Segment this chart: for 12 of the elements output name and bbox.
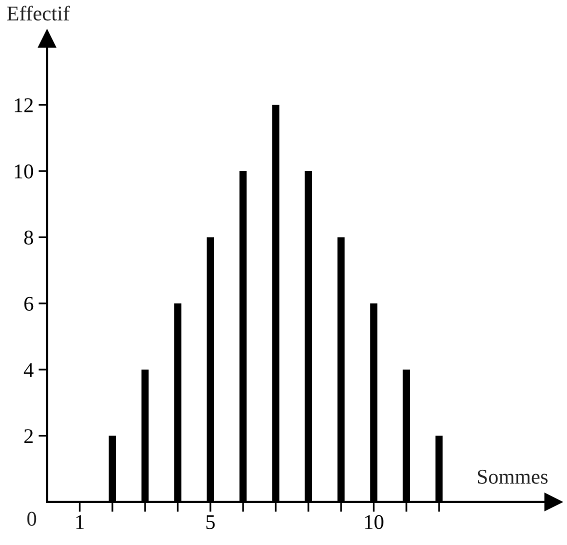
y-tick-label: 4 <box>24 363 34 377</box>
x-tick-label: 10 <box>365 515 384 530</box>
y-axis-title: Effectif <box>7 6 70 21</box>
y-tick-label: 6 <box>24 296 34 311</box>
y-tick-label: 10 <box>14 164 34 178</box>
x-axis-title: Sommes <box>478 470 548 484</box>
y-tick-label: 2 <box>24 429 33 443</box>
text: 0 <box>27 512 36 526</box>
x-tick-label: 5 <box>206 515 215 530</box>
y-tick-label: 8 <box>24 230 34 245</box>
y-tick-label: 12 <box>14 98 33 112</box>
x-tick-label: 1 <box>76 515 84 529</box>
